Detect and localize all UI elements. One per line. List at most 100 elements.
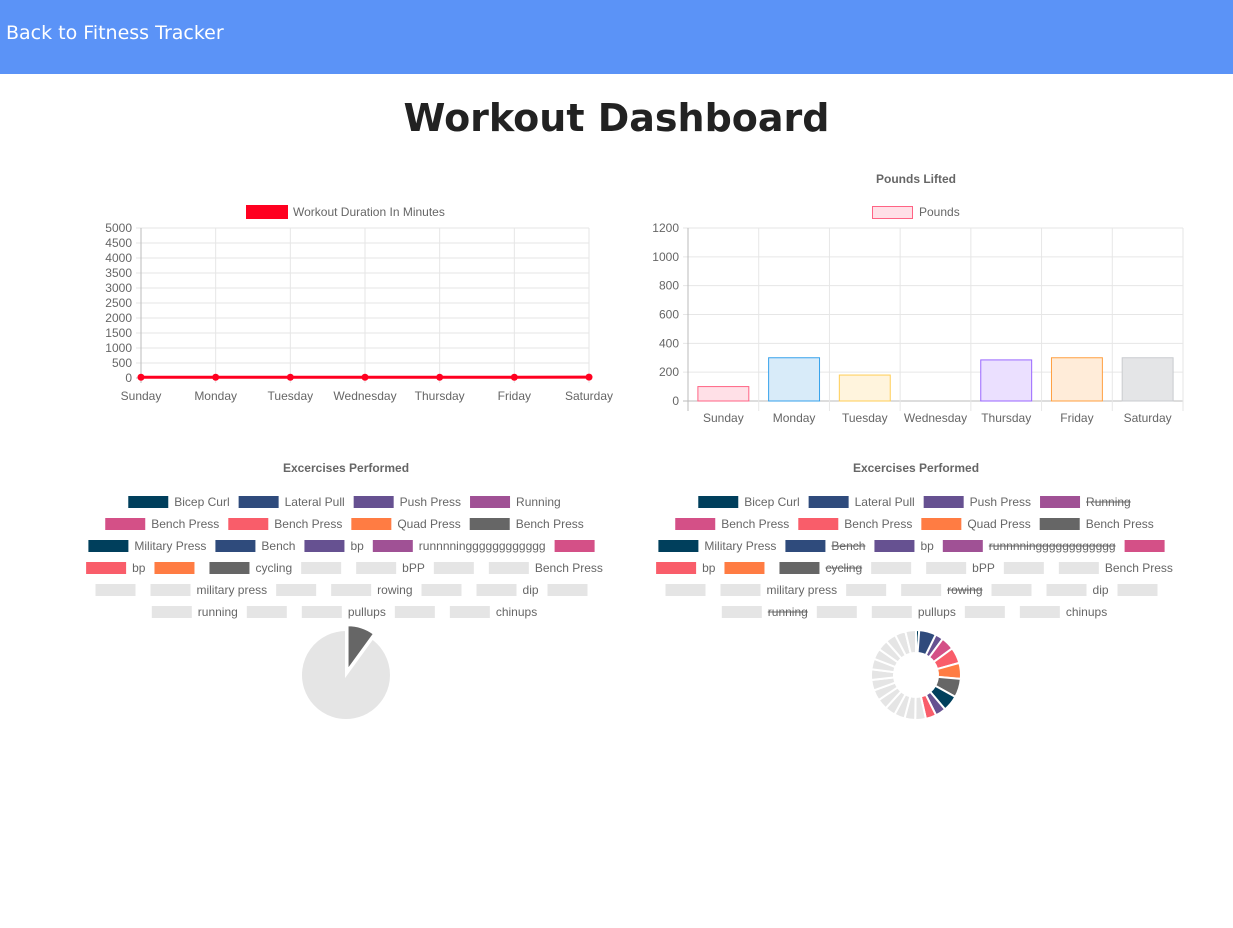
pie-legend-item-running-27[interactable]: running xyxy=(151,605,238,619)
donut-legend-item-push-press-2[interactable]: Push Press xyxy=(923,495,1031,509)
duration-point-wednesday[interactable] xyxy=(361,373,369,381)
pie-legend-item-unnamed-22[interactable] xyxy=(276,584,317,596)
donut-slice-chinups-31[interactable] xyxy=(904,628,917,655)
pie-legend-item-unnamed-24[interactable] xyxy=(421,584,462,596)
pie-legend-item-unnamed-20[interactable] xyxy=(95,584,136,596)
pie-legend-item-unnamed-26[interactable] xyxy=(547,584,588,596)
pounds-bar-thursday[interactable] xyxy=(980,359,1033,402)
pounds-bar-friday[interactable] xyxy=(1050,357,1103,402)
pie-legend-item-bench-9[interactable]: Bench xyxy=(215,539,295,553)
pie-slice-unnamed-16[interactable] xyxy=(300,628,392,721)
pie-legend-item-unnamed-16[interactable] xyxy=(301,562,342,574)
donut-legend-item-unnamed-26[interactable] xyxy=(1117,584,1158,596)
donut-legend-item-unnamed-22[interactable] xyxy=(846,584,887,596)
donut-legend-swatch xyxy=(871,562,912,574)
pie-legend-item-running-3[interactable]: Running xyxy=(470,495,561,509)
donut-legend-item-runnnningggggggggggg-11[interactable]: runnnningggggggggggg xyxy=(942,539,1116,553)
donut-legend-item-running-27[interactable]: running xyxy=(721,605,808,619)
pie-legend-item-bp-10[interactable]: bp xyxy=(304,539,364,553)
donut-legend-item-unnamed-20[interactable] xyxy=(665,584,706,596)
donut-legend-item-running-3[interactable]: Running xyxy=(1040,495,1131,509)
pounds-bar-monday[interactable] xyxy=(768,357,821,402)
pie-legend-item-unnamed-18[interactable] xyxy=(433,562,474,574)
donut-legend-item-bp-13[interactable]: bp xyxy=(656,561,716,575)
pie-legend-item-bench-press-4[interactable]: Bench Press xyxy=(105,517,219,531)
donut-legend-item-bench-press-4[interactable]: Bench Press xyxy=(675,517,789,531)
duration-point-tuesday[interactable] xyxy=(286,373,294,381)
pie-legend-item-lateral-pull-1[interactable]: Lateral Pull xyxy=(238,495,345,509)
donut-legend-item-unnamed-18[interactable] xyxy=(1003,562,1044,574)
duration-point-saturday[interactable] xyxy=(585,373,593,381)
donut-legend-item-unnamed-16[interactable] xyxy=(871,562,912,574)
donut-legend-item-unnamed-14[interactable] xyxy=(724,562,765,574)
workout-duration-line-chart[interactable]: Workout Duration In Minutes0500100015002… xyxy=(90,165,630,415)
donut-legend-swatch xyxy=(656,562,697,574)
exercises-performed-doughnut-chart[interactable]: Excercises Performed Bicep Curl Lateral Pu… xyxy=(640,455,1192,730)
donut-legend-item-unnamed-24[interactable] xyxy=(991,584,1032,596)
duration-x-tick-label: Friday xyxy=(498,389,531,403)
donut-legend-item-unnamed-12[interactable] xyxy=(1124,540,1165,552)
pie-legend-item-military-press-8[interactable]: Military Press xyxy=(88,539,206,553)
pie-legend-item-bpp-17[interactable]: bPP xyxy=(356,561,425,575)
donut-legend-item-unnamed-30[interactable] xyxy=(964,606,1005,618)
pie-legend-item-bench-press-19[interactable]: Bench Press xyxy=(488,561,603,575)
pie-legend-item-pullups-29[interactable]: pullups xyxy=(301,605,386,619)
pie-legend-item-runnnningggggggggggg-11[interactable]: runnnningggggggggggg xyxy=(372,539,546,553)
pie-legend-item-bench-press-7[interactable]: Bench Press xyxy=(469,517,584,531)
donut-legend-item-quad-press-6[interactable]: Quad Press xyxy=(921,517,1031,531)
pie-legend-item-chinups-31[interactable]: chinups xyxy=(449,605,537,619)
donut-legend-item-bench-press-19[interactable]: Bench Press xyxy=(1058,561,1173,575)
pie-legend-item-unnamed-14[interactable] xyxy=(154,562,195,574)
pounds-bar-saturday[interactable] xyxy=(1121,357,1174,402)
donut-legend-swatch xyxy=(874,540,915,552)
donut-legend-swatch xyxy=(846,584,887,596)
pounds-bar-sunday[interactable] xyxy=(697,386,750,402)
duration-legend[interactable]: Workout Duration In Minutes xyxy=(246,205,445,219)
donut-legend-item-lateral-pull-1[interactable]: Lateral Pull xyxy=(808,495,915,509)
pie-legend-item-unnamed-12[interactable] xyxy=(554,540,595,552)
donut-legend-item-pullups-29[interactable]: pullups xyxy=(871,605,956,619)
pie-slice-bench-press-7[interactable] xyxy=(346,624,376,674)
donut-legend-item-bench-press-5[interactable]: Bench Press xyxy=(798,517,912,531)
duration-point-sunday[interactable] xyxy=(137,373,145,381)
pie-legend-item-bench-press-5[interactable]: Bench Press xyxy=(228,517,342,531)
pie-legend-item-rowing-23[interactable]: rowing xyxy=(331,583,413,597)
duration-legend-swatch xyxy=(246,205,288,219)
donut-legend-item-military-press-21[interactable]: military press xyxy=(720,583,837,597)
pie-legend-label: Bench Press xyxy=(151,517,219,531)
pie-legend-item-unnamed-30[interactable] xyxy=(394,606,435,618)
back-to-fitness-tracker-link[interactable]: Back to Fitness Tracker xyxy=(6,22,224,44)
pie-legend-swatch xyxy=(246,606,287,618)
pie-legend-item-bp-13[interactable]: bp xyxy=(86,561,146,575)
pounds-bar-tuesday[interactable] xyxy=(838,374,891,402)
donut-legend-label: Lateral Pull xyxy=(855,495,915,509)
duration-point-monday[interactable] xyxy=(212,373,220,381)
pounds-legend[interactable]: Pounds xyxy=(872,205,960,219)
donut-legend-item-rowing-23[interactable]: rowing xyxy=(901,583,983,597)
pie-legend-item-cycling-15[interactable]: cycling xyxy=(209,561,292,575)
donut-legend-label: dip xyxy=(1093,583,1109,597)
exercises-performed-pie-chart[interactable]: Excercises Performed Bicep Curl Lateral Pu… xyxy=(70,455,622,730)
pie-legend-item-bicep-curl-0[interactable]: Bicep Curl xyxy=(128,495,230,509)
donut-legend-item-military-press-8[interactable]: Military Press xyxy=(658,539,776,553)
donut-legend-item-bench-9[interactable]: Bench xyxy=(785,539,866,553)
pounds-lifted-bar-chart[interactable]: Pounds Lifted Pounds 0 200 400 600 800 1000 1200… xyxy=(640,165,1200,430)
duration-point-thursday[interactable] xyxy=(436,373,444,381)
donut-legend-item-unnamed-28[interactable] xyxy=(816,606,857,618)
donut-legend-item-bench-press-7[interactable]: Bench Press xyxy=(1039,517,1154,531)
donut-legend-item-dip-25[interactable]: dip xyxy=(1046,583,1109,597)
pie-legend-item-quad-press-6[interactable]: Quad Press xyxy=(351,517,461,531)
donut-legend-swatch xyxy=(1003,562,1044,574)
donut-legend-item-chinups-31[interactable]: chinups xyxy=(1019,605,1107,619)
donut-legend-item-bp-10[interactable]: bp xyxy=(874,539,934,553)
donut-legend-item-bpp-17[interactable]: bPP xyxy=(926,561,995,575)
pie-legend-item-push-press-2[interactable]: Push Press xyxy=(353,495,461,509)
pie-legend-swatch xyxy=(470,496,511,508)
donut-legend-item-bicep-curl-0[interactable]: Bicep Curl xyxy=(698,495,800,509)
pie-legend-item-military-press-21[interactable]: military press xyxy=(150,583,267,597)
duration-point-friday[interactable] xyxy=(510,373,518,381)
pie-legend-item-dip-25[interactable]: dip xyxy=(476,583,539,597)
donut-legend-item-cycling-15[interactable]: cycling xyxy=(779,561,863,575)
donut-legend-label: Bench Press xyxy=(1086,517,1154,531)
pie-legend-item-unnamed-28[interactable] xyxy=(246,606,287,618)
